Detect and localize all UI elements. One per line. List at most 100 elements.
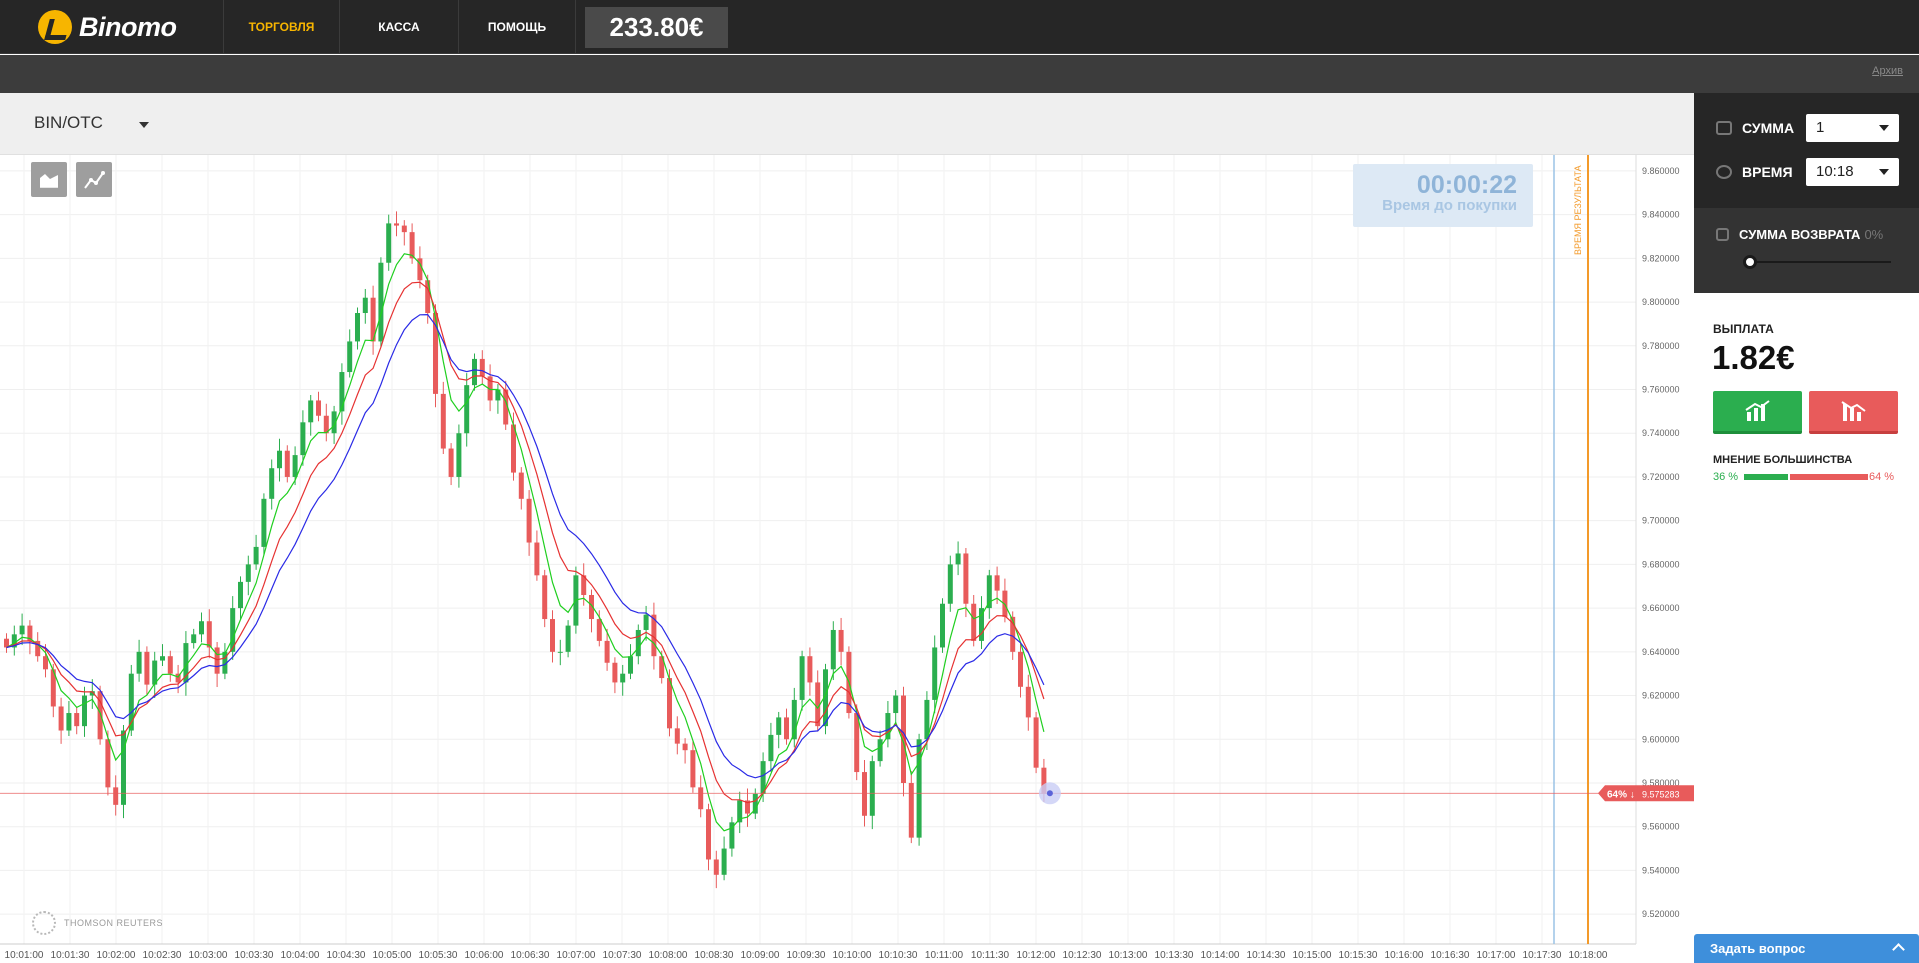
- refund-slider-track[interactable]: [1744, 261, 1891, 263]
- indicators-button[interactable]: [76, 162, 112, 197]
- opinion-up-bar: [1744, 474, 1788, 480]
- candle-body: [612, 662, 618, 683]
- candle-body: [4, 638, 9, 648]
- ask-question-button[interactable]: Задать вопрос: [1694, 934, 1919, 963]
- time-select[interactable]: 10:18: [1806, 158, 1899, 186]
- x-tick-label: 10:13:30: [1155, 950, 1194, 961]
- candle-body: [503, 389, 509, 425]
- candle-body: [308, 400, 314, 423]
- candle-body: [713, 859, 719, 875]
- candle-body: [347, 341, 353, 373]
- nav-trading[interactable]: ТОРГОВЛЯ: [223, 0, 339, 54]
- archive-link[interactable]: Архив: [1872, 65, 1903, 77]
- candle-body: [768, 734, 774, 762]
- candle-body: [284, 450, 290, 477]
- current-price-dot: [1046, 790, 1053, 797]
- asset-selector[interactable]: BIN/OTC: [34, 113, 103, 132]
- trade-up-button[interactable]: [1713, 391, 1802, 434]
- refund-label: СУММА ВОЗВРАТА: [1739, 227, 1861, 242]
- candle-body: [799, 656, 805, 700]
- nav-cashier[interactable]: КАССА: [339, 0, 458, 54]
- candle-body: [667, 678, 672, 729]
- x-tick-label: 10:01:00: [5, 950, 44, 961]
- purchase-timer: 00:00:22 Время до покупки: [1353, 164, 1533, 227]
- candle-body: [745, 800, 750, 814]
- x-tick-label: 10:08:00: [649, 950, 688, 961]
- candle-body: [316, 400, 321, 416]
- y-tick-label: 9.660000: [1642, 603, 1680, 613]
- candle-body: [651, 614, 657, 657]
- x-tick-label: 10:17:30: [1523, 950, 1562, 961]
- y-tick-label: 9.860000: [1642, 166, 1680, 176]
- candle-body: [495, 389, 501, 401]
- chart-background: [0, 155, 1694, 963]
- candle-body: [43, 656, 48, 670]
- y-tick-label: 9.760000: [1642, 385, 1680, 395]
- candle-body: [128, 673, 134, 731]
- candle-body: [854, 713, 860, 773]
- amount-select[interactable]: 1: [1806, 114, 1899, 142]
- x-tick-label: 10:06:30: [511, 950, 550, 961]
- candle-body: [355, 313, 360, 342]
- candle-body: [729, 822, 735, 849]
- candle-body: [784, 717, 789, 740]
- trade-down-button[interactable]: [1809, 391, 1898, 434]
- candle-body: [456, 433, 462, 477]
- candle-body: [277, 450, 282, 469]
- candle-body: [885, 713, 891, 740]
- nav-help[interactable]: ПОМОЩЬ: [458, 0, 576, 54]
- x-tick-label: 10:17:00: [1477, 950, 1516, 961]
- candle-body: [932, 647, 938, 700]
- price-chart[interactable]: 9.860000 9.840000 9.820000 9.800000 9.780000…: [0, 155, 1694, 963]
- provider-label: THOMSON REUTERS: [32, 911, 163, 935]
- candle-body: [417, 258, 423, 281]
- candle-body: [682, 743, 688, 751]
- candle-body: [659, 656, 665, 679]
- candle-body: [1041, 767, 1047, 794]
- result-time-label: ВРЕМЯ РЕЗУЛЬТАТА: [1573, 165, 1583, 255]
- candle-body: [230, 608, 236, 652]
- x-tick-label: 10:14:00: [1201, 950, 1240, 961]
- candle-body: [97, 691, 103, 740]
- candle-body: [807, 656, 813, 683]
- amount-label: СУММА: [1742, 120, 1795, 136]
- price-tag-pct: 64% ↓: [1607, 789, 1635, 800]
- refund-checkbox-icon[interactable]: [1716, 228, 1729, 241]
- candle-body: [105, 739, 111, 788]
- x-tick-label: 10:16:30: [1431, 950, 1470, 961]
- x-tick-label: 10:15:30: [1339, 950, 1378, 961]
- area-chart-button[interactable]: [31, 162, 67, 197]
- chart-down-icon: [1840, 401, 1866, 421]
- candle-body: [893, 695, 899, 714]
- payout-value: 1.82€: [1712, 339, 1795, 376]
- candle-body: [292, 455, 298, 477]
- balance-display[interactable]: 233.80€: [585, 7, 728, 48]
- brand-logo[interactable]: Binomo: [38, 10, 177, 44]
- candle-body: [596, 619, 602, 641]
- majority-opinion-label: МНЕНИЕ БОЛЬШИНСТВА: [1713, 454, 1853, 466]
- timer-label: Время до покупки: [1382, 197, 1517, 214]
- x-tick-label: 10:08:30: [695, 950, 734, 961]
- candle-body: [901, 695, 906, 783]
- opinion-down-bar: [1790, 474, 1868, 480]
- candle-body: [737, 800, 743, 823]
- candle-body: [206, 621, 212, 648]
- y-tick-label: 9.680000: [1642, 559, 1680, 569]
- candle-body: [199, 621, 204, 635]
- candle-body: [534, 542, 540, 576]
- opinion-down-pct: 64 %: [1869, 471, 1895, 483]
- x-tick-label: 10:10:00: [833, 950, 872, 961]
- candle-body: [269, 468, 275, 499]
- candle-body: [362, 297, 368, 314]
- y-tick-label: 9.820000: [1642, 253, 1680, 263]
- clock-icon: [1716, 165, 1732, 179]
- candle-body: [815, 682, 821, 727]
- chevron-down-icon[interactable]: [139, 122, 149, 128]
- indicators-icon: [84, 170, 105, 189]
- refund-slider-knob[interactable]: [1743, 255, 1757, 269]
- x-tick-label: 10:16:00: [1385, 950, 1424, 961]
- candle-body: [830, 629, 836, 670]
- candle-body: [440, 393, 446, 449]
- candle-body: [261, 498, 267, 547]
- opinion-up-pct: 36 %: [1713, 471, 1739, 483]
